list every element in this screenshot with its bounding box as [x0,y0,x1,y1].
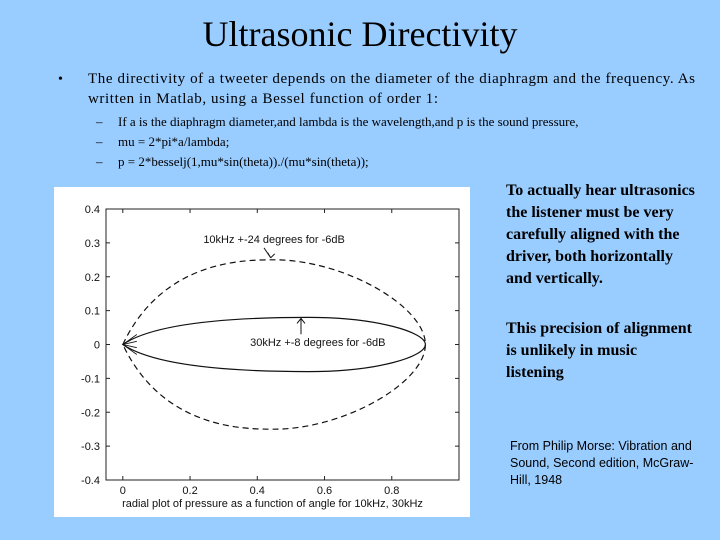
y-tick-label: 0.2 [85,272,100,284]
y-tick-label: -0.2 [81,407,100,419]
sub-item-1: – If a is the diaphragm diameter,and lamb… [96,113,578,131]
sub-marker: – [96,114,103,129]
x-tick-label: 0.6 [317,485,332,497]
sub-item-3: – p = 2*besselj(1,mu*sin(theta))./(mu*sin… [96,153,369,171]
x-tick-label: 0 [120,485,126,497]
bullet-marker: • [58,72,63,87]
y-tick-label: -0.1 [81,373,100,385]
y-tick-label: -0.3 [81,441,100,453]
x-tick-label: 0.2 [182,485,197,497]
x-tick-label: 0.4 [250,485,265,497]
x-axis-label: radial plot of pressure as a function of… [122,498,423,510]
sub-item-text: p = 2*besselj(1,mu*sin(theta))./(mu*sin(… [118,154,369,169]
arrow-10khz [263,247,276,259]
y-tick-label: -0.4 [81,475,100,487]
side-text-alignment: To actually hear ultrasonics the listene… [506,182,695,287]
sub-marker: – [96,154,103,169]
citation: From Philip Morse: Vibration and Sound, … [510,439,694,487]
side-text-precision: This precision of alignment is unlikely … [506,320,692,381]
arrow-30khz [296,316,306,335]
x-tick-label: 0.8 [384,485,399,497]
y-tick-label: 0.3 [85,238,100,250]
y-tick-label: 0.4 [85,204,100,216]
sub-item-2: – mu = 2*pi*a/lambda; [96,133,229,151]
sub-marker: – [96,134,103,149]
slide-title: Ultrasonic Directivity [202,14,518,54]
directivity-chart-svg: 0.4 0.3 0.2 0.1 0 -0.1 -0.2 -0.3 -0.4 0 0.2 0.4 0.6 0… [81,204,460,510]
series-30khz-lobe [121,316,426,373]
sub-item-text: mu = 2*pi*a/lambda; [118,134,230,149]
y-tick-label: 0 [94,340,100,352]
series-10khz-lobe [122,259,426,430]
annotation-10khz: 10kHz +-24 degrees for -6dB [203,234,345,246]
bullet-text: The directivity of a tweeter depends on … [88,71,696,107]
directivity-plot: 0.4 0.3 0.2 0.1 0 -0.1 -0.2 -0.3 -0.4 0 0.2 0.4 0.6 0… [54,187,470,517]
sub-item-text: If a is the diaphragm diameter,and lambd… [118,114,579,129]
y-tick-label: 0.1 [85,306,100,318]
series-30khz-lobe-origin-lines [122,340,137,349]
annotation-30khz: 30kHz +-8 degrees for -6dB [250,337,385,349]
